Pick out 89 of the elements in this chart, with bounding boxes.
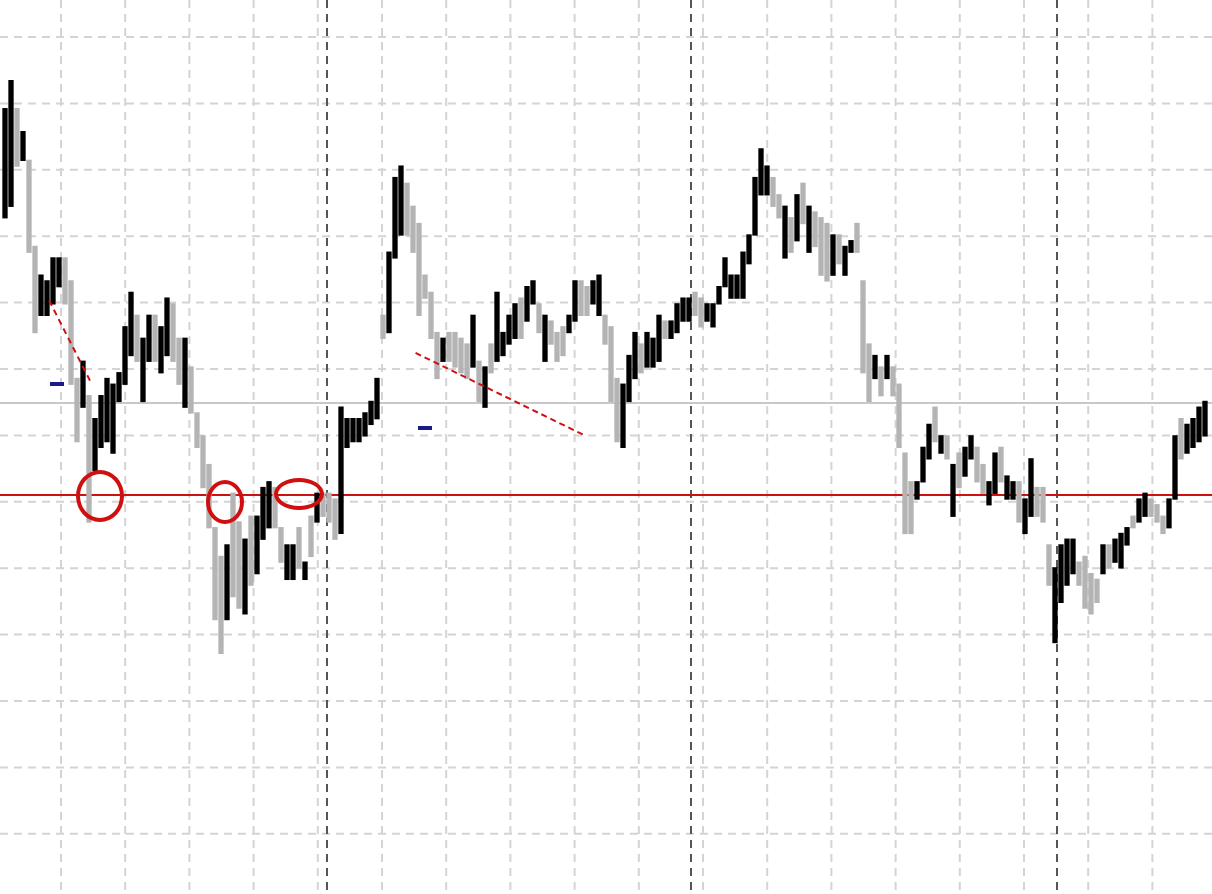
candlestick bbox=[1106, 544, 1112, 569]
candlestick bbox=[704, 303, 710, 322]
candlestick bbox=[464, 343, 470, 380]
candlestick bbox=[86, 395, 92, 523]
candlestick bbox=[452, 331, 458, 368]
candlestick bbox=[794, 194, 800, 242]
candlestick bbox=[296, 527, 302, 569]
candlestick bbox=[1130, 515, 1136, 529]
candlestick bbox=[1196, 406, 1202, 443]
candlestick bbox=[584, 285, 590, 316]
candlestick bbox=[806, 205, 812, 253]
candlestick bbox=[308, 515, 314, 558]
candlestick bbox=[884, 354, 890, 380]
candlestick bbox=[1010, 481, 1016, 500]
candlestick bbox=[1034, 486, 1040, 517]
candlestick bbox=[446, 331, 452, 362]
candlestick bbox=[134, 314, 140, 362]
candlestick bbox=[1082, 555, 1088, 609]
candlestick bbox=[488, 343, 494, 374]
candlestick bbox=[956, 452, 962, 489]
candlestick bbox=[788, 217, 794, 253]
candlestick bbox=[818, 217, 824, 276]
candlestick bbox=[596, 274, 602, 316]
candlestick bbox=[638, 343, 644, 374]
candlestick bbox=[1040, 486, 1046, 523]
candlestick bbox=[524, 285, 530, 322]
candlestick bbox=[878, 366, 884, 397]
candlestick bbox=[380, 314, 386, 339]
candlestick bbox=[902, 452, 908, 535]
candlestick bbox=[1016, 481, 1022, 523]
candlestick bbox=[182, 337, 188, 408]
candlestick bbox=[248, 515, 254, 586]
candlestick bbox=[38, 274, 44, 316]
candlestick bbox=[662, 320, 668, 339]
candlestick bbox=[284, 544, 290, 581]
candlestick bbox=[944, 435, 950, 460]
candlestick bbox=[1118, 532, 1124, 569]
candlestick bbox=[338, 406, 344, 535]
candlestick bbox=[242, 538, 248, 615]
candlestick bbox=[1136, 498, 1142, 523]
candlestick bbox=[1184, 423, 1190, 454]
candlestick bbox=[482, 366, 488, 408]
candlestick bbox=[1202, 400, 1208, 437]
candlestick bbox=[560, 326, 566, 357]
candlestick bbox=[152, 314, 158, 362]
candlestick bbox=[842, 245, 848, 276]
candlestick bbox=[1142, 492, 1148, 517]
candlestick bbox=[512, 303, 518, 339]
candlestick bbox=[830, 234, 836, 276]
candlestick bbox=[440, 337, 446, 362]
candlestick bbox=[374, 377, 380, 420]
candlestick bbox=[542, 314, 548, 362]
candlestick bbox=[350, 418, 356, 443]
candlestick bbox=[836, 234, 842, 265]
candlestick bbox=[854, 222, 860, 253]
candlestick bbox=[644, 331, 650, 368]
candlestick bbox=[800, 182, 806, 225]
candlestick bbox=[356, 418, 362, 443]
candlestick bbox=[782, 205, 788, 259]
candlestick bbox=[998, 446, 1004, 483]
candlestick bbox=[536, 303, 542, 334]
candlestick bbox=[578, 280, 584, 316]
candlestick bbox=[1148, 498, 1154, 517]
candlestick bbox=[824, 222, 830, 282]
candlestick bbox=[14, 108, 20, 167]
candlestick bbox=[1004, 475, 1010, 500]
candlestick bbox=[1112, 538, 1118, 563]
candlestick bbox=[674, 303, 680, 334]
candlestick bbox=[290, 544, 296, 581]
candlestick bbox=[1046, 544, 1052, 586]
candlestick bbox=[518, 297, 524, 339]
candlestick bbox=[476, 360, 482, 403]
candlestick bbox=[698, 297, 704, 328]
candlestick bbox=[1100, 544, 1106, 575]
candlestick bbox=[938, 435, 944, 454]
candlestick bbox=[302, 561, 308, 581]
candlestick bbox=[458, 337, 464, 374]
candlestick bbox=[656, 314, 662, 362]
candlestick bbox=[686, 297, 692, 322]
candlestick bbox=[932, 406, 938, 443]
candlestick bbox=[224, 544, 230, 621]
candlestick bbox=[1178, 418, 1184, 460]
candlestick bbox=[20, 131, 26, 162]
candlestick bbox=[950, 463, 956, 517]
candlestick bbox=[80, 360, 86, 408]
candlestick bbox=[470, 314, 476, 368]
candlestick bbox=[872, 354, 878, 380]
candlestick bbox=[494, 291, 500, 362]
candlestick bbox=[332, 498, 338, 540]
